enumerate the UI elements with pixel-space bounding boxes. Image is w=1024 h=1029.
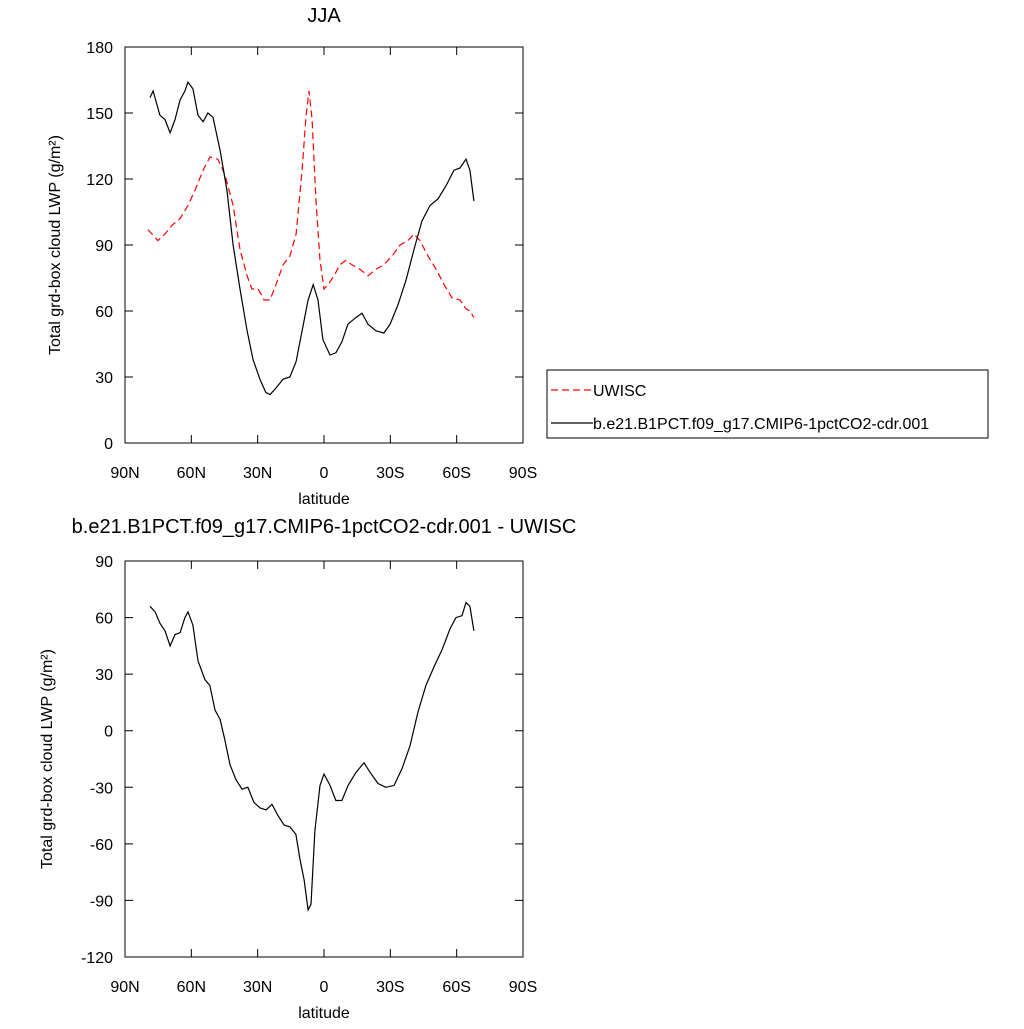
chart-title: b.e21.B1PCT.f09_g17.CMIP6-1pctCO2-cdr.00… [72, 516, 577, 538]
x-tick-label: 60N [177, 465, 206, 482]
x-tick-label: 30N [243, 979, 272, 996]
x-tick-label: 0 [320, 465, 329, 482]
chart-title: JJA [307, 5, 341, 27]
y-tick-label: 60 [95, 611, 113, 628]
y-tick-label: 30 [95, 667, 113, 684]
x-axis-label: latitude [298, 1005, 350, 1022]
y-tick-label: 150 [86, 106, 113, 123]
y-tick-label: 0 [104, 724, 113, 741]
x-tick-label: 0 [320, 979, 329, 996]
y-axis-label: Total grd-box cloud LWP (g/m²) [39, 649, 56, 869]
x-tick-label: 60S [442, 979, 470, 996]
y-tick-label: 90 [95, 238, 113, 255]
data-line [147, 90, 475, 318]
y-tick-label: 30 [95, 370, 113, 387]
y-tick-label: -90 [90, 893, 113, 910]
y-tick-label: -120 [81, 950, 113, 967]
y-tick-label: -60 [90, 837, 113, 854]
x-tick-label: 90S [509, 465, 537, 482]
y-tick-label: 90 [95, 554, 113, 571]
plot-frame [124, 46, 524, 444]
legend-label: b.e21.B1PCT.f09_g17.CMIP6-1pctCO2-cdr.00… [593, 416, 929, 433]
x-axis-label: latitude [298, 491, 350, 508]
legend-box [546, 369, 989, 439]
plot-frame [124, 560, 524, 958]
y-tick-label: 0 [104, 436, 113, 453]
x-tick-label: 90N [110, 979, 139, 996]
y-tick-label: 60 [95, 304, 113, 321]
x-tick-label: 60S [442, 465, 470, 482]
data-line [149, 601, 475, 912]
legend-label: UWISC [593, 383, 646, 400]
x-tick-label: 60N [177, 979, 206, 996]
x-tick-label: 30S [376, 465, 404, 482]
y-tick-label: 180 [86, 40, 113, 57]
y-axis-label: Total grd-box cloud LWP (g/m²) [47, 135, 64, 355]
data-line [149, 80, 475, 396]
x-tick-label: 30N [243, 465, 272, 482]
x-tick-label: 90S [509, 979, 537, 996]
x-tick-label: 30S [376, 979, 404, 996]
y-tick-label: 120 [86, 172, 113, 189]
x-tick-label: 90N [110, 465, 139, 482]
y-tick-label: -30 [90, 780, 113, 797]
